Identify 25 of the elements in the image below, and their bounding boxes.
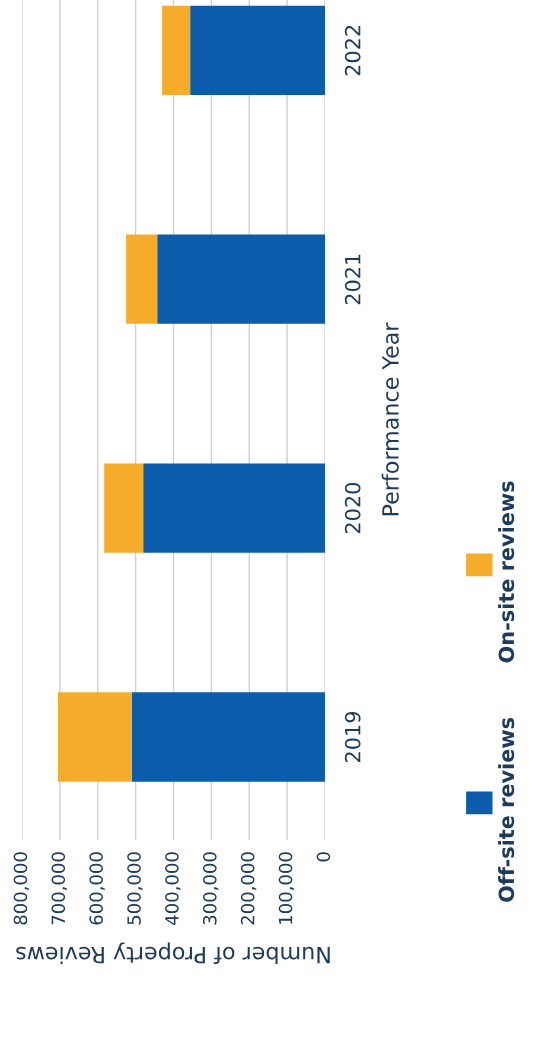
- x-tick-label: 500,000: [127, 852, 143, 925]
- y-tick-label: 2020: [344, 482, 361, 534]
- y-tick-label: 2022: [344, 25, 361, 76]
- legend-label: On-site reviews: [498, 481, 515, 663]
- x-tick-label: 800,000: [13, 852, 30, 925]
- x-tick-label: 700,000: [51, 852, 67, 925]
- bar: [131, 692, 325, 782]
- x-tick-label: 0: [316, 852, 331, 862]
- bar: [190, 5, 325, 95]
- bar: [126, 234, 158, 324]
- bar: [104, 463, 144, 553]
- x-tick-label: 600,000: [89, 852, 105, 925]
- y-tick-label: 2019: [344, 711, 361, 762]
- x-tick-label: 300,000: [202, 852, 219, 925]
- legend-label: Off-site reviews: [498, 717, 515, 902]
- bar: [157, 234, 325, 324]
- x-tick-label: 400,000: [165, 852, 181, 925]
- x-tick-label: 200,000: [240, 852, 257, 925]
- bar: [162, 5, 191, 95]
- bar: [57, 692, 132, 782]
- y-axis-title: Performance Year: [381, 322, 399, 516]
- y-tick-label: 2021: [344, 254, 361, 305]
- x-axis-title: Number of Property Reviews: [16, 942, 330, 964]
- bar: [143, 463, 325, 553]
- x-tick-label: 100,000: [278, 852, 295, 924]
